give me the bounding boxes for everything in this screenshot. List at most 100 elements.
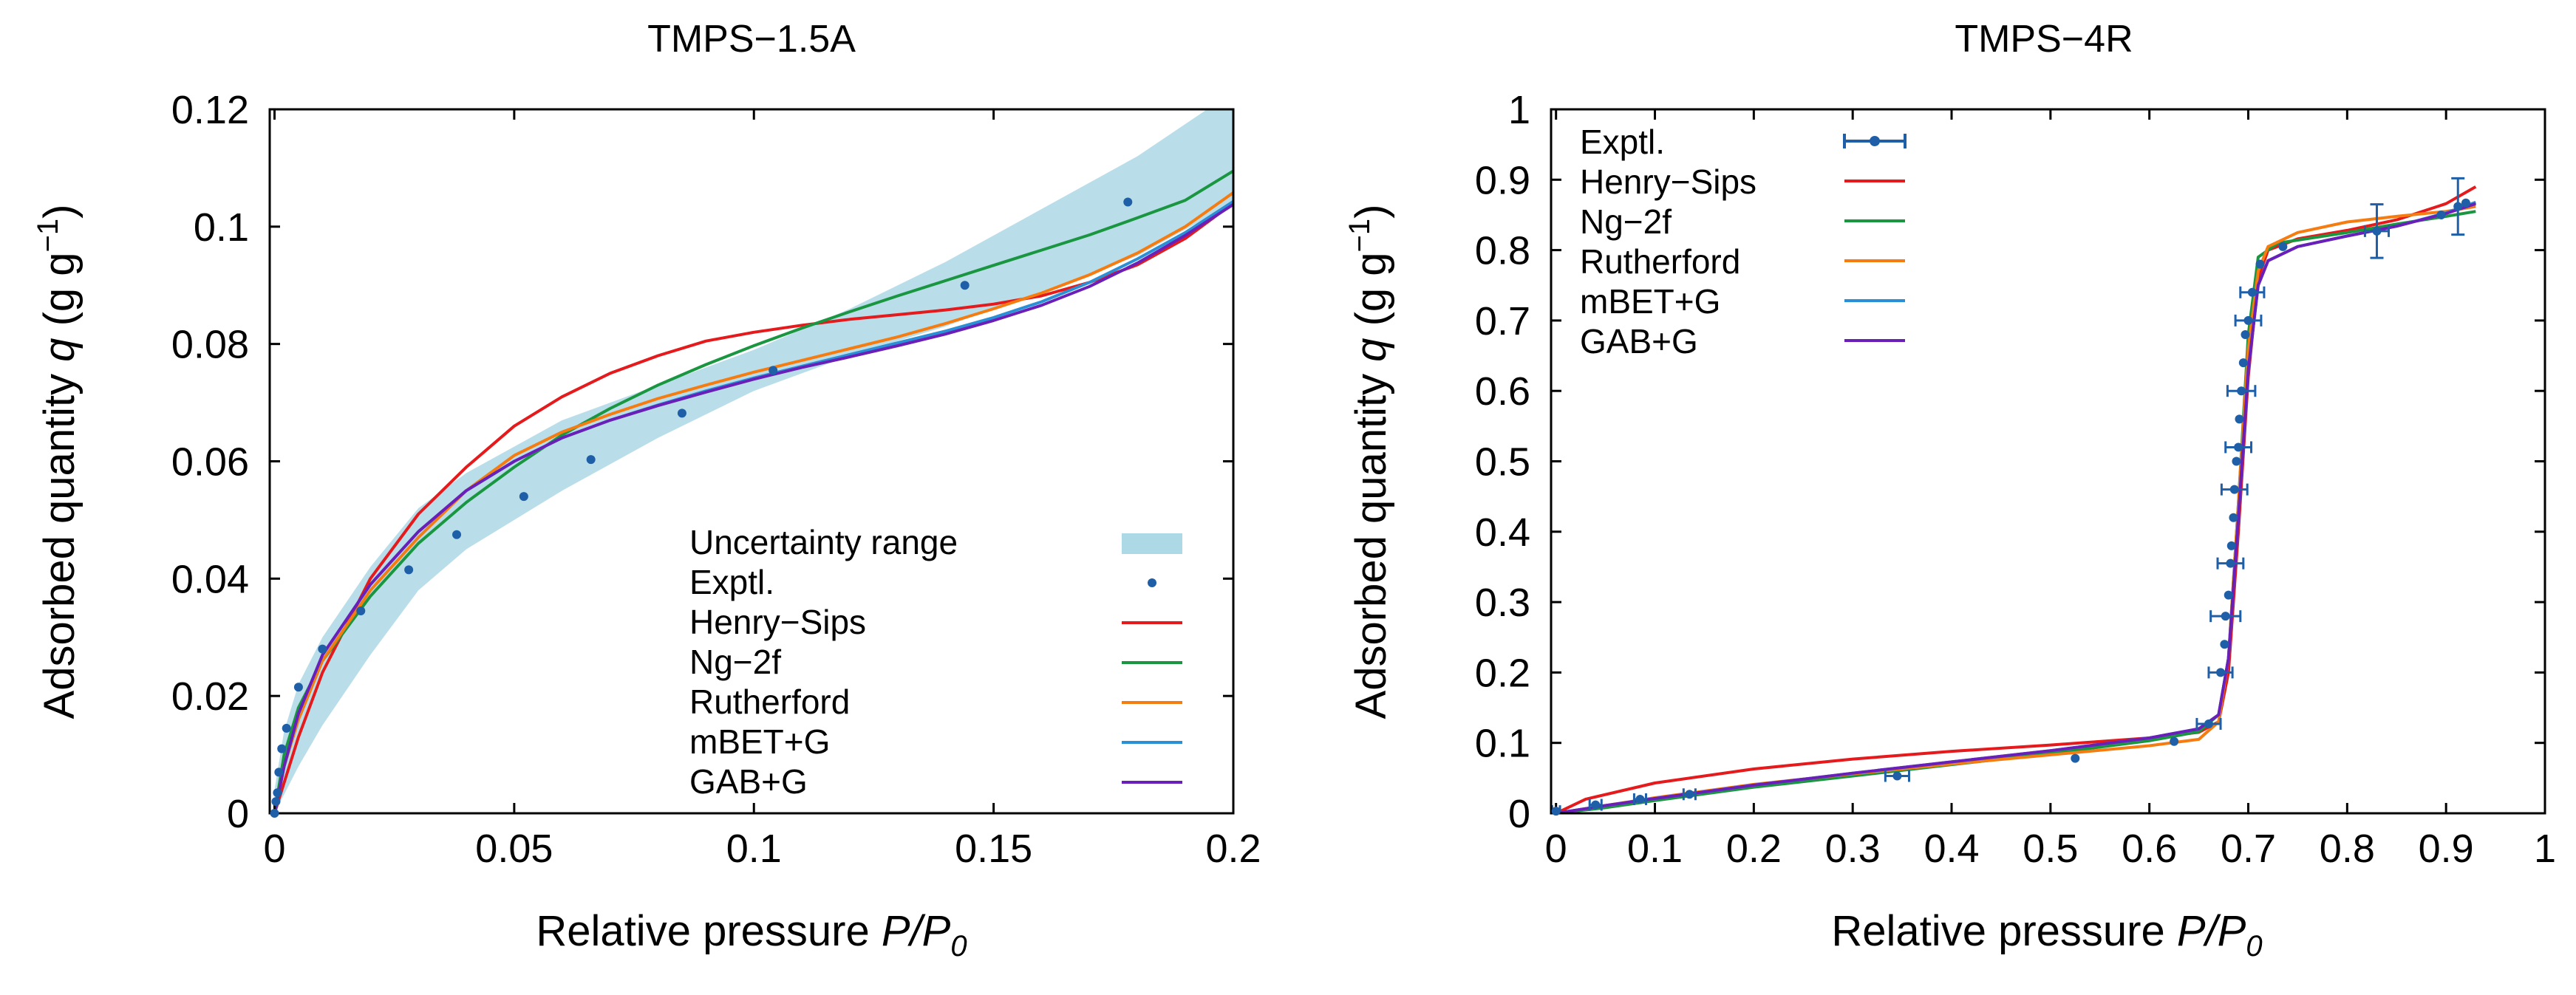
data-point xyxy=(1685,790,1694,799)
x-tick-label: 0.5 xyxy=(2023,827,2078,871)
legend-label-gab-g: GAB+G xyxy=(1580,322,1698,360)
data-point xyxy=(2229,485,2239,494)
data-point xyxy=(274,767,284,777)
x-tick-label: 0.05 xyxy=(475,827,553,871)
chart-panel-tmps-1-5a: TMPS−1.5A 0 0.05 0.1 0.15 0.2 0 0.02 0.04 0.06 0.… xyxy=(32,18,1261,962)
data-point xyxy=(1551,807,1561,816)
y-tick-label: 0.4 xyxy=(1475,510,1530,555)
data-point xyxy=(282,723,291,733)
data-point xyxy=(2220,640,2229,649)
y-tick-label: 0.1 xyxy=(1475,722,1530,766)
x-tick-label: 0.8 xyxy=(2320,827,2375,871)
legend-label-henry-sips: Henry−Sips xyxy=(689,603,866,641)
x-tick-label: 0.2 xyxy=(1205,827,1261,871)
y-tick-label: 0.3 xyxy=(1475,581,1530,625)
legend-label-uncertainty: Uncertainty range xyxy=(689,523,958,561)
x-axis-label: Relative pressure P/P0 xyxy=(536,907,967,962)
data-point xyxy=(2071,753,2080,763)
series-line-henry-sips xyxy=(273,202,1233,813)
data-point xyxy=(2234,442,2243,452)
x-tick-label: 0.1 xyxy=(1627,827,1683,871)
chart-title: TMPS−4R xyxy=(1955,18,2133,61)
data-point xyxy=(293,683,303,692)
data-point xyxy=(2372,226,2382,236)
legend-label-rutherford: Rutherford xyxy=(689,683,850,721)
data-point xyxy=(2204,719,2213,728)
data-point xyxy=(277,744,287,753)
data-point xyxy=(2229,513,2238,522)
data-point xyxy=(2461,198,2470,208)
y-tick-label: 0 xyxy=(227,792,249,836)
x-tick-label: 0 xyxy=(263,827,285,871)
legend-label-ng-2f: Ng−2f xyxy=(1580,202,1672,241)
data-point xyxy=(2453,202,2463,211)
y-tick-label: 0.08 xyxy=(171,323,249,367)
data-point xyxy=(2224,590,2233,600)
data-point xyxy=(2247,287,2257,297)
data-point xyxy=(2241,329,2250,339)
x-tick-label: 0.9 xyxy=(2419,827,2474,871)
data-point xyxy=(2237,386,2246,396)
data-point xyxy=(677,408,686,418)
legend-label-exptl: Exptl. xyxy=(1580,123,1665,161)
x-tick-label: 0.1 xyxy=(726,827,782,871)
data-point xyxy=(1635,794,1645,804)
legend: Exptl. Henry−Sips Ng−2f Rutherford mBET+… xyxy=(1580,123,1907,360)
data-point xyxy=(2255,259,2265,269)
y-tick-label: 0.6 xyxy=(1475,369,1530,414)
data-point xyxy=(2170,736,2179,746)
y-tick-label: 0 xyxy=(1508,792,1530,836)
legend: Uncertainty range Exptl. Henry−Sips Ng−2… xyxy=(689,523,1182,801)
data-point xyxy=(2243,315,2253,325)
data-point xyxy=(960,281,970,290)
data-point xyxy=(2226,558,2235,568)
y-tick-label: 0.04 xyxy=(171,557,249,601)
data-point xyxy=(2232,457,2241,466)
legend-marker-exptl xyxy=(1148,578,1156,587)
data-point xyxy=(769,366,778,375)
series-line-gab-g xyxy=(1556,202,2476,813)
x-tick-label: 0.3 xyxy=(1825,827,1881,871)
legend-label-gab-g: GAB+G xyxy=(689,762,808,801)
x-tick-label: 0.2 xyxy=(1726,827,1782,871)
series-line-rutherford xyxy=(273,191,1233,813)
data-point xyxy=(1123,197,1133,207)
legend-label-henry-sips: Henry−Sips xyxy=(1580,163,1756,201)
legend-label-mbet-g: mBET+G xyxy=(1580,282,1720,321)
y-tick-label: 0.5 xyxy=(1475,440,1530,485)
y-tick-label: 0.9 xyxy=(1475,158,1530,202)
y-tick-label: 1 xyxy=(1508,88,1530,132)
data-point xyxy=(2238,358,2248,368)
data-point xyxy=(2436,210,2446,219)
x-tick-label: 0.4 xyxy=(1924,827,1979,871)
legend-label-ng-2f: Ng−2f xyxy=(689,643,781,681)
data-point xyxy=(271,797,281,807)
y-axis-label: Adsorbed quantity q (g g−1) xyxy=(1343,205,1395,719)
data-point xyxy=(270,809,279,818)
data-point xyxy=(2278,242,2288,251)
x-tick-label: 0.15 xyxy=(955,827,1032,871)
chart-panel-tmps-4r: TMPS−4R 0 0.1 0.2 0.3 0.4 0.5 0.6 0.7 0.8 0.9 1 0 0.… xyxy=(1343,18,2556,962)
data-point xyxy=(452,530,462,539)
data-point xyxy=(2226,541,2236,550)
data-point xyxy=(2235,414,2244,424)
x-axis-label: Relative pressure P/P0 xyxy=(1831,907,2262,962)
legend-marker-exptl xyxy=(1870,136,1880,146)
y-tick-label: 0.8 xyxy=(1475,229,1530,273)
legend-swatch-uncertainty xyxy=(1122,533,1182,554)
data-point xyxy=(273,788,282,798)
legend-label-exptl: Exptl. xyxy=(689,563,774,601)
legend-label-mbet-g: mBET+G xyxy=(689,722,830,761)
x-tick-label: 1 xyxy=(2534,827,2556,871)
x-tick-label: 0.7 xyxy=(2221,827,2276,871)
series-line-gab-g xyxy=(273,203,1233,813)
x-tick-label: 0 xyxy=(1545,827,1567,871)
data-point xyxy=(318,644,327,654)
y-tick-label: 0.1 xyxy=(194,205,249,250)
legend-label-rutherford: Rutherford xyxy=(1580,242,1740,281)
y-tick-label: 0.06 xyxy=(171,440,249,485)
data-point xyxy=(586,455,596,465)
data-point xyxy=(2221,612,2230,621)
uncertainty-band xyxy=(274,109,1233,813)
